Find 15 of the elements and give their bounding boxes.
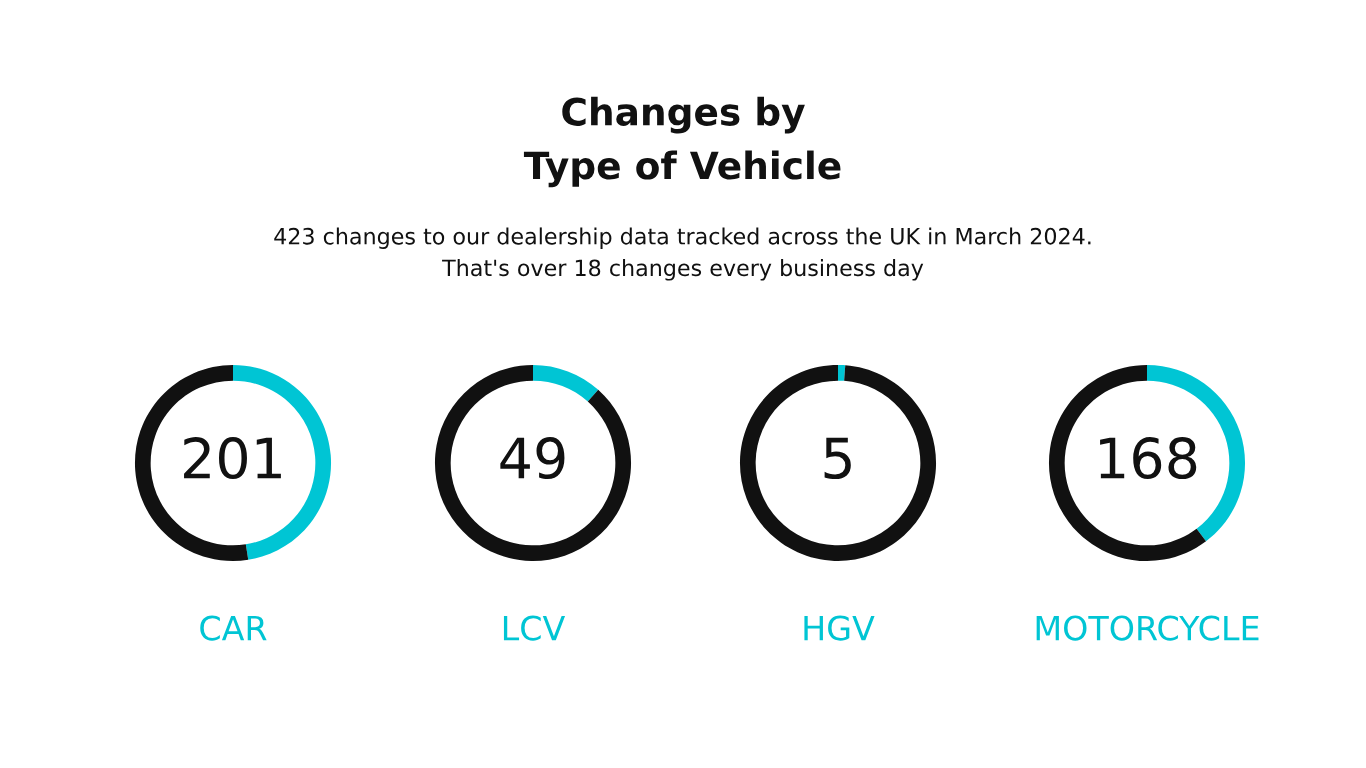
donut-slice	[1048, 364, 1207, 562]
donut-slice	[838, 364, 846, 381]
data-label: 201	[184, 437, 281, 480]
donut-slice	[739, 364, 937, 562]
data-label: 168	[1100, 437, 1197, 480]
donut-slice	[533, 364, 599, 402]
text: Changes by Type of Vehicle	[523, 96, 841, 188]
text: 423 changes to our dealership data tracked across the UK in March 2024. That's over 18 changes every business day	[274, 227, 1091, 281]
data-label: 5	[824, 437, 851, 480]
text: CAR	[200, 615, 267, 641]
data-label: 49	[500, 437, 565, 480]
text: MOTORCYCLE	[1036, 615, 1259, 641]
text: LCV	[503, 615, 566, 641]
text: HGV	[804, 615, 875, 641]
donut-slice	[434, 364, 632, 562]
